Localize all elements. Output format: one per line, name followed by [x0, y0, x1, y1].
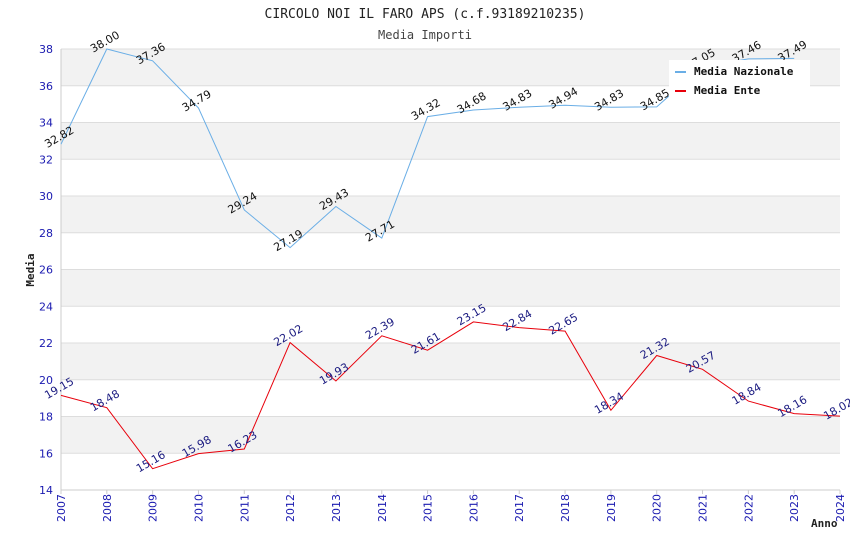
- series-lines: [60, 48, 841, 470]
- y-tick-label: 14: [39, 484, 53, 497]
- data-label: 34.68: [455, 89, 489, 116]
- data-label: 34.79: [180, 87, 214, 114]
- x-tick-label: 2009: [147, 494, 160, 522]
- x-tick-label: 2021: [697, 494, 710, 522]
- data-label: 34.32: [409, 96, 443, 123]
- x-tick-label: 2016: [467, 494, 480, 522]
- x-tick-label: 2022: [742, 494, 755, 522]
- legend: Media Nazionale Media Ente: [669, 60, 810, 102]
- y-tick-label: 36: [39, 80, 53, 93]
- x-tick-label: 2007: [55, 494, 68, 522]
- grid-band: [61, 343, 840, 380]
- data-label: 18.34: [592, 390, 626, 417]
- x-tick-label: 2019: [605, 494, 618, 522]
- y-tick-label: 30: [39, 190, 53, 203]
- grid-band: [61, 269, 840, 307]
- y-tick-label: 28: [39, 227, 53, 240]
- x-tick-label: 2023: [788, 494, 801, 522]
- chart-subtitle: Media Importi: [378, 28, 472, 42]
- x-tick-label: 2011: [238, 494, 251, 522]
- y-tick-label: 34: [39, 117, 53, 130]
- y-tick-label: 16: [39, 447, 53, 460]
- grid-lines: [61, 48, 840, 491]
- grid-band: [61, 196, 840, 233]
- x-tick-label: 2010: [192, 494, 205, 522]
- grid-band: [61, 416, 840, 454]
- data-label: 22.84: [501, 307, 535, 334]
- series-line-ente: [60, 321, 841, 470]
- x-tick-label: 2008: [101, 494, 114, 522]
- legend-label-ente: Media Ente: [694, 84, 761, 97]
- data-label: 34.94: [546, 85, 580, 112]
- x-axis-label: Anno: [811, 517, 838, 530]
- x-tick-label: 2012: [284, 494, 297, 522]
- legend-box: [669, 60, 810, 102]
- y-tick-label: 32: [39, 153, 53, 166]
- y-tick-label: 26: [39, 264, 53, 277]
- grid-band: [61, 122, 840, 160]
- y-tick-label: 18: [39, 411, 53, 424]
- grid-bands: [61, 49, 840, 454]
- y-tick-label: 38: [39, 43, 53, 56]
- x-tick-label: 2020: [651, 494, 664, 522]
- y-tick-label: 22: [39, 337, 53, 350]
- legend-label-nazionale: Media Nazionale: [694, 65, 794, 78]
- x-tick-label: 2017: [513, 494, 526, 522]
- y-axis-label: Media: [24, 253, 37, 286]
- data-label: 34.83: [501, 87, 535, 114]
- y-tick-label: 20: [39, 374, 53, 387]
- chart-title: CIRCOLO NOI IL FARO APS (c.f.93189210235…: [265, 7, 586, 22]
- axes: [60, 49, 840, 491]
- y-tick-labels: 14 16 18 20 22 24 26 28 30 32 34 36 38: [39, 43, 53, 497]
- x-tick-label: 2024: [834, 494, 847, 522]
- x-tick-label: 2014: [376, 494, 389, 522]
- data-label: 34.83: [592, 87, 626, 114]
- x-tick-label: 2013: [330, 494, 343, 522]
- x-tick-label: 2018: [559, 494, 572, 522]
- x-tick-label: 2015: [422, 494, 435, 522]
- data-label: 18.48: [88, 387, 122, 414]
- data-label: 22.65: [546, 311, 580, 338]
- x-tick-labels: 2007 2008 2009 2010 2011 2012 2013 2014 2015 2016…: [55, 490, 847, 522]
- data-label: 34.85: [638, 86, 672, 113]
- y-tick-label: 24: [39, 300, 53, 313]
